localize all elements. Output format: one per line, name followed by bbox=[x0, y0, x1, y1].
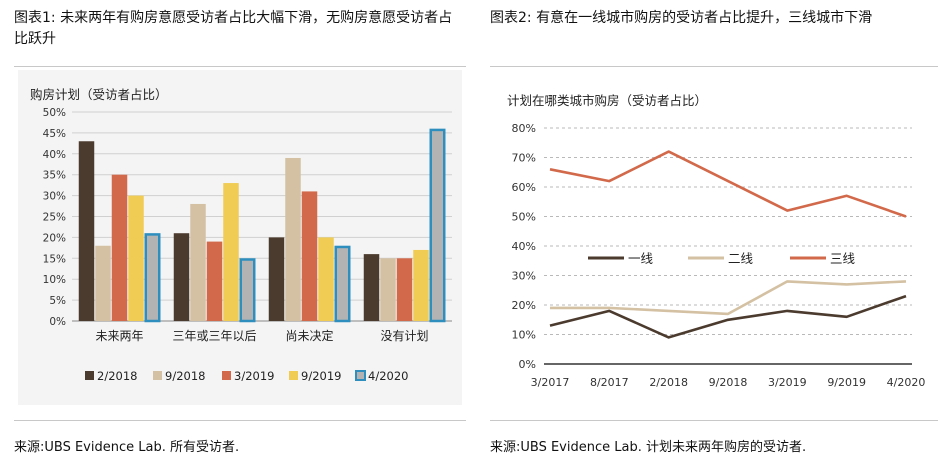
legend-swatch-9-2019 bbox=[289, 371, 298, 380]
figure-1-panel: 图表1: 未来两年有购房意愿受访者占比大幅下滑，无购房意愿受访者占比跃升 购房计… bbox=[0, 0, 470, 466]
line-chart-legend: 一线 二线 三线 bbox=[588, 251, 856, 266]
legend-label-4-2020: 4/2020 bbox=[368, 369, 408, 383]
legend-swatch-2-2018 bbox=[85, 371, 94, 380]
bar-9-2019-0 bbox=[128, 195, 144, 321]
bar-y-tick-label: 25% bbox=[43, 212, 66, 224]
bar-y-tick-label: 20% bbox=[43, 232, 66, 244]
bar-chart-legend: 2/2018 9/2018 3/2019 9/2019 4/2020 bbox=[85, 369, 408, 383]
figure-2-top-rule bbox=[490, 66, 938, 67]
line-y-tick-label: 50% bbox=[512, 211, 536, 224]
legend-label-9-2018: 9/2018 bbox=[165, 369, 205, 383]
series-line-一线 bbox=[549, 294, 907, 339]
line-chart-gridlines bbox=[544, 127, 912, 365]
bar-4-2020-2 bbox=[334, 245, 351, 323]
bar-4-2020-0 bbox=[144, 233, 161, 323]
series-line-三线 bbox=[549, 150, 907, 218]
bar-y-tick-label: 50% bbox=[43, 107, 66, 119]
legend-swatch-4-2020 bbox=[355, 370, 366, 381]
line-y-tick-label: 80% bbox=[512, 122, 536, 135]
line-x-tick-label: 3/2019 bbox=[768, 376, 807, 389]
bar-4-2020-1 bbox=[239, 258, 256, 323]
figure-2-bottom-rule bbox=[490, 420, 938, 421]
bar-category-label: 尚未决定 bbox=[285, 328, 333, 343]
line-x-tick-label: 9/2018 bbox=[709, 376, 748, 389]
bar-chart-y-axis: 0% 5% 10% 15% 20% 25% 30% 35% 40% 45% 50% bbox=[43, 107, 66, 328]
figure-2-panel: 图表2: 有意在一线城市购房的受访者占比提升，三线城市下滑 计划在哪类城市购房（… bbox=[474, 0, 942, 466]
bar-9-2019-1 bbox=[223, 183, 239, 321]
bar-4-2020-3 bbox=[429, 128, 446, 323]
line-y-tick-label: 60% bbox=[512, 181, 536, 194]
figure-1-top-rule bbox=[14, 66, 466, 67]
bar-y-tick-label: 15% bbox=[43, 253, 66, 265]
line-chart: 计划在哪类城市购房（受访者占比） 0% 10% 20% 30% 40% 50% 60% 70%… bbox=[507, 93, 926, 389]
legend-label-2-2018: 2/2018 bbox=[97, 369, 137, 383]
legend-label-一线: 一线 bbox=[628, 251, 654, 266]
bar-y-tick-label: 30% bbox=[43, 191, 66, 203]
line-x-tick-label: 4/2020 bbox=[887, 376, 926, 389]
bar-y-tick-label: 40% bbox=[43, 149, 66, 161]
bar-y-tick-label: 0% bbox=[49, 316, 66, 328]
bar-9-2018-1 bbox=[190, 203, 206, 321]
figure-1-bottom-rule bbox=[14, 420, 466, 421]
bar-9-2018-2 bbox=[285, 157, 301, 321]
bar-y-tick-label: 5% bbox=[49, 295, 66, 307]
series-line-二线 bbox=[550, 280, 907, 316]
line-x-tick-label: 9/2019 bbox=[827, 376, 866, 389]
figure-2-title: 图表2: 有意在一线城市购房的受访者占比提升，三线城市下滑 bbox=[490, 10, 873, 26]
bar-category-label: 三年或三年以后 bbox=[172, 329, 256, 343]
line-x-tick-label: 3/2017 bbox=[531, 376, 570, 389]
line-x-tick-label: 8/2017 bbox=[590, 376, 629, 389]
bar-3-2019-2 bbox=[301, 191, 318, 321]
bar-y-tick-label: 10% bbox=[43, 274, 66, 286]
bar-2-2018-1 bbox=[173, 233, 190, 321]
line-y-tick-label: 0% bbox=[519, 358, 536, 371]
bar-3-2019-0 bbox=[111, 174, 128, 321]
bar-chart-bars bbox=[78, 128, 446, 323]
bar-chart-title: 购房计划（受访者占比） bbox=[30, 87, 168, 102]
line-chart-x-axis: 3/2017 8/2017 2/2018 9/2018 3/2019 9/2019 4/20… bbox=[531, 376, 926, 389]
bar-9-2019-2 bbox=[318, 237, 334, 321]
line-y-tick-label: 30% bbox=[512, 270, 536, 283]
legend-label-三线: 三线 bbox=[830, 251, 856, 266]
legend-swatch-3-2019 bbox=[222, 371, 231, 380]
bar-chart-x-axis: 未来两年 三年或三年以后 尚未决定 没有计划 bbox=[95, 328, 428, 343]
line-y-tick-label: 10% bbox=[512, 329, 536, 342]
bar-9-2018-3 bbox=[380, 258, 396, 321]
legend-swatch-9-2018 bbox=[153, 371, 162, 380]
bar-9-2019-3 bbox=[413, 249, 429, 321]
figure-2-source: 来源:UBS Evidence Lab. 计划未来两年购房的受访者. bbox=[490, 440, 807, 455]
line-chart-series bbox=[549, 150, 907, 339]
bar-2-2018-3 bbox=[363, 254, 380, 321]
legend-label-3-2019: 3/2019 bbox=[234, 369, 274, 383]
bar-category-label: 未来两年 bbox=[95, 329, 143, 343]
bar-3-2019-3 bbox=[396, 258, 413, 321]
figure-1-title: 图表1: 未来两年有购房意愿受访者占比大幅下滑，无购房意愿受访者占比跃升 bbox=[14, 10, 453, 47]
legend-label-9-2019: 9/2019 bbox=[301, 369, 341, 383]
line-y-tick-label: 40% bbox=[512, 240, 536, 253]
line-y-tick-label: 20% bbox=[512, 299, 536, 312]
line-chart-y-axis: 0% 10% 20% 30% 40% 50% 60% 70% 80% bbox=[512, 122, 536, 371]
legend-label-二线: 二线 bbox=[728, 251, 754, 266]
bar-2-2018-2 bbox=[268, 237, 285, 321]
bar-chart: 购房计划（受访者占比） 0% 5% 10% 15% 20% 25% 30% 35% 40% 45%… bbox=[30, 87, 452, 383]
bar-9-2018-0 bbox=[95, 245, 111, 321]
bar-category-label: 没有计划 bbox=[380, 328, 428, 343]
line-x-tick-label: 2/2018 bbox=[649, 376, 688, 389]
bar-2-2018-0 bbox=[78, 141, 95, 321]
bar-y-tick-label: 35% bbox=[43, 170, 66, 182]
bar-3-2019-1 bbox=[206, 241, 223, 321]
figure-1-source: 来源:UBS Evidence Lab. 所有受访者. bbox=[14, 440, 240, 455]
line-chart-title: 计划在哪类城市购房（受访者占比） bbox=[507, 93, 707, 108]
line-y-tick-label: 70% bbox=[512, 152, 536, 165]
bar-y-tick-label: 45% bbox=[43, 128, 66, 140]
